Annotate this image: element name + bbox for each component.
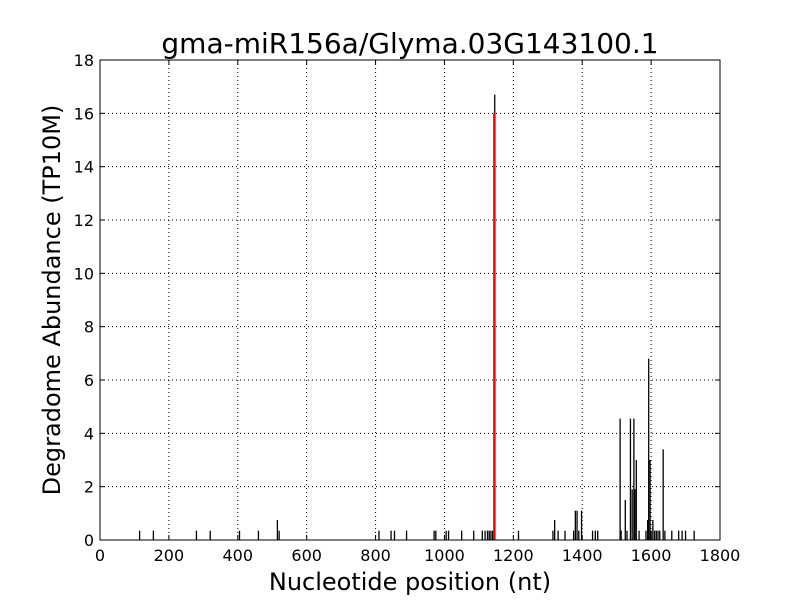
y-tick-label: 8	[84, 318, 94, 337]
y-tick-label: 16	[74, 104, 94, 123]
x-tick-label: 1800	[700, 546, 741, 565]
y-tick-label: 0	[84, 531, 94, 550]
x-tick-label: 1000	[424, 546, 465, 565]
y-tick-label: 10	[74, 264, 94, 283]
x-tick-label: 0	[95, 546, 105, 565]
y-tick-label: 4	[84, 424, 94, 443]
y-tick-label: 12	[74, 211, 94, 230]
plot-frame	[99, 59, 721, 541]
x-axis-label: Nucleotide position (nt)	[269, 568, 551, 596]
x-tick-label: 800	[360, 546, 391, 565]
y-tick-label: 6	[84, 371, 94, 390]
y-tick-label: 14	[74, 158, 94, 177]
grid	[100, 60, 720, 540]
y-tick-label: 18	[74, 51, 94, 70]
x-tick-label: 1400	[562, 546, 603, 565]
x-tick-label: 1200	[493, 546, 534, 565]
x-tick-label: 200	[154, 546, 185, 565]
y-tick-label: 2	[84, 478, 94, 497]
bars	[138, 94, 695, 540]
x-ticks: 0 200 400 600 800 1000 1200 1400 1600 1800	[95, 60, 740, 565]
x-tick-label: 400	[223, 546, 254, 565]
chart-title: gma-miR156a/Glyma.03G143100.1	[161, 27, 658, 60]
y-axis-label: Degradome Abundance (TP10M)	[38, 105, 66, 496]
y-ticks: 0 2 4 6 8 10 12 14 16 18	[74, 51, 720, 550]
x-tick-label: 600	[291, 546, 322, 565]
x-tick-label: 1600	[631, 546, 672, 565]
